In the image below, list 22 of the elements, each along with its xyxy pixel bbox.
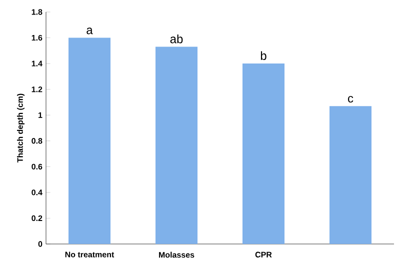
bar [242,64,284,244]
bar [329,106,372,244]
annotation: a [86,28,93,34]
y-tick-label: 0.8 [32,138,42,144]
annotation: c [348,96,354,103]
y-tick-label: 0 [38,241,42,247]
annotation: b [260,51,266,60]
y-tick-label: 0.2 [32,215,42,222]
bar [68,38,110,244]
annotation: ab [170,34,183,44]
x-tick-label: No treatment [65,252,114,258]
x-tick-label: Molasses [159,252,194,258]
y-tick-label: 1.2 [32,86,42,92]
y-tick-label: 1.6 [32,34,42,41]
x-tick-label: CPR [255,252,272,258]
bar [156,46,198,244]
y-tick-label: 0.6 [32,164,42,170]
y-tick-label: 1 [38,112,42,118]
y-tick-label: 1.4 [32,60,42,66]
y-axis-title: Thatch depth (cm) [17,94,24,163]
y-tick-label: 1.8 [32,9,42,15]
y-tick-label: 0.4 [32,190,42,196]
